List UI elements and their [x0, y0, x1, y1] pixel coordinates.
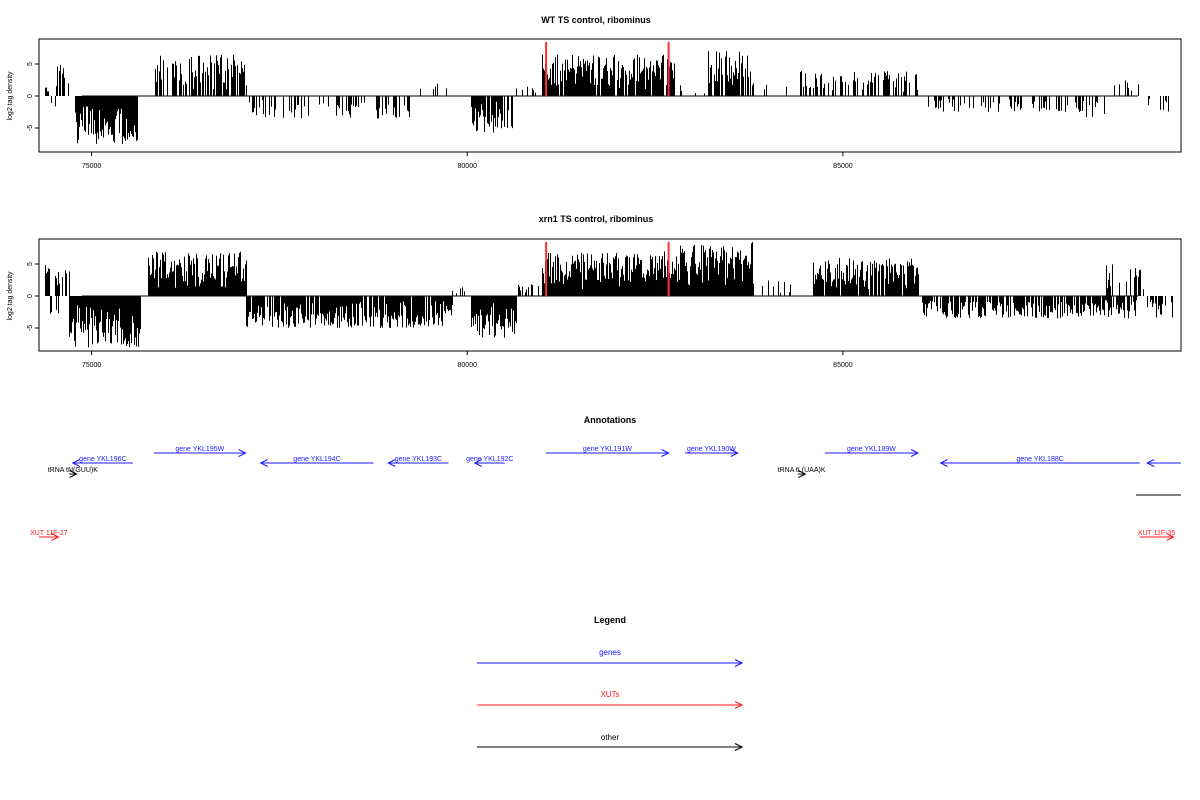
arrowhead-icon	[71, 459, 81, 467]
legend: Legend genes XUTs other	[477, 615, 744, 751]
feature-gene: gene YKL193C	[387, 456, 449, 467]
feature-label: gene YKL190W	[687, 446, 736, 453]
feature-xut: XUT 11F-27	[30, 530, 68, 541]
arrowhead-icon	[730, 449, 739, 457]
x-tick-label: 80000	[458, 362, 478, 369]
x-axis: 75000 80000 85000	[82, 351, 853, 369]
y-tick-label: 5	[27, 262, 34, 266]
arrowhead-icon	[1166, 533, 1175, 541]
feature-xut: XUT 11F-35	[1138, 530, 1176, 541]
annotations-title: Annotations	[584, 415, 637, 425]
feature-label: XUT 11F-35	[1138, 530, 1176, 537]
feature-gene: gene YKL196C	[71, 456, 133, 467]
feature-label: tRNA tN(GUU)K	[48, 467, 99, 474]
y-tick-label: 5	[27, 62, 34, 66]
coverage-bars	[45, 51, 1169, 144]
legend-label: genes	[599, 648, 621, 657]
y-tick-label: 0	[27, 94, 34, 98]
arrowhead-icon	[69, 470, 78, 478]
arrowhead-icon	[798, 470, 807, 478]
x-tick-label: 75000	[82, 362, 102, 369]
y-tick-label: 0	[27, 294, 34, 298]
panel-title: WT TS control, ribominus	[541, 15, 651, 25]
feature-gene: gene YKL191W	[546, 446, 670, 457]
x-tick-label: 85000	[833, 362, 853, 369]
arrowhead-icon	[661, 449, 670, 457]
feature-label: gene YKL188C	[1016, 456, 1063, 463]
legend-label: other	[601, 733, 620, 742]
y-axis-label: log2 tag density	[7, 271, 14, 321]
feature-list: tRNA tN(GUU)K gene YKL196C gene YKL195W gen…	[30, 446, 1181, 541]
feature-gene	[1146, 459, 1181, 467]
arrowhead-icon	[238, 449, 247, 457]
feature-label: XUT 11F-27	[30, 530, 68, 537]
feature-label: gene YKL189W	[847, 446, 896, 453]
feature-gene: gene YKL194C	[259, 456, 374, 467]
feature-label: gene YKL195W	[175, 446, 224, 453]
arrowhead-icon	[939, 459, 948, 467]
feature-gene: gene YKL192C	[466, 456, 513, 467]
feature-label: gene YKL196C	[79, 456, 126, 463]
x-tick-label: 85000	[833, 163, 853, 170]
y-tick-label: -5	[27, 325, 34, 331]
arrowhead-icon	[1146, 459, 1155, 467]
feature-label: gene YKL191W	[583, 446, 632, 453]
feature-other: tRNA tL(UAA)K	[778, 467, 826, 478]
x-tick-label: 75000	[82, 163, 102, 170]
feature-other: tRNA tN(GUU)K	[48, 467, 99, 478]
arrowhead-icon	[734, 701, 744, 709]
region-markers	[545, 42, 670, 96]
feature-gene: gene YKL189W	[824, 446, 920, 457]
feature-gene: gene YKL190W	[685, 446, 739, 457]
feature-label: gene YKL194C	[293, 456, 340, 463]
legend-title: Legend	[594, 615, 626, 625]
y-axis-label: log2 tag density	[7, 71, 14, 121]
arrowhead-icon	[259, 459, 268, 467]
arrowhead-icon	[51, 533, 60, 541]
y-axis: -5 0 5	[27, 62, 39, 131]
plot-frame	[38, 238, 1182, 352]
legend-item-other: other	[477, 733, 744, 751]
arrowhead-icon	[387, 459, 396, 467]
legend-item-genes: genes	[477, 648, 744, 667]
wt-coverage-panel: WT TS control, ribominus log2 tag densit…	[7, 15, 1182, 170]
xrn1-coverage-panel: xrn1 TS control, ribominus log2 tag dens…	[7, 214, 1182, 369]
feature-label: gene YKL193C	[395, 456, 442, 463]
x-axis: 75000 80000 85000	[82, 152, 853, 170]
legend-item-xuts: XUTs	[477, 690, 744, 709]
coverage-bars	[45, 242, 1173, 348]
feature-label: gene YKL192C	[466, 456, 513, 463]
y-tick-label: -5	[27, 125, 34, 131]
arrowhead-icon	[734, 659, 744, 667]
arrowhead-icon	[910, 449, 920, 457]
legend-label: XUTs	[600, 690, 619, 699]
feature-gene: gene YKL195W	[153, 446, 247, 457]
arrowhead-icon	[734, 743, 744, 751]
annotation-track: Annotations tRNA tN(GUU)K gene YKL196C gen…	[30, 415, 1181, 541]
panel-title: xrn1 TS control, ribominus	[539, 214, 654, 224]
region-markers	[545, 242, 670, 296]
feature-label: tRNA tL(UAA)K	[778, 467, 826, 474]
y-axis: -5 0 5	[27, 262, 39, 331]
feature-gene: gene YKL188C	[939, 456, 1140, 467]
x-tick-label: 80000	[458, 163, 478, 170]
arrowhead-icon	[473, 459, 482, 467]
